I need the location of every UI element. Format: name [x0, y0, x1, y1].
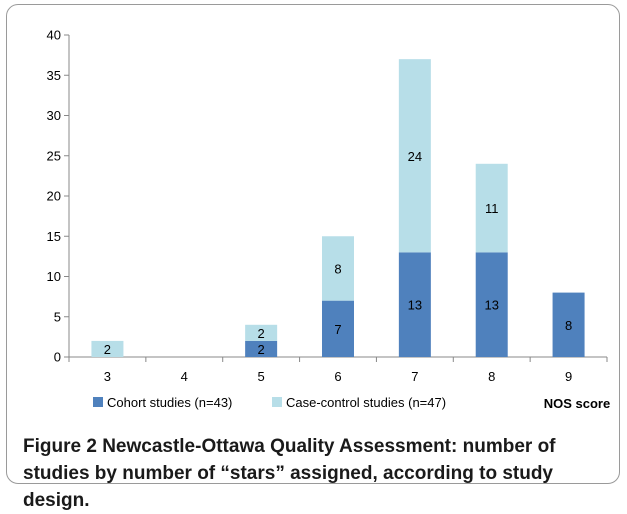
bar-segment	[245, 324, 278, 341]
legend-label: Cohort studies (n=43)	[107, 395, 232, 410]
data-label: 2	[104, 342, 111, 357]
legend: Cohort studies (n=43) Case-control studie…	[93, 395, 446, 410]
bar-segment	[91, 340, 124, 357]
data-label: 7	[334, 322, 341, 337]
bar-segment	[475, 252, 508, 357]
data-label: 24	[408, 149, 422, 164]
figure-caption: Figure 2 Newcastle-Ottawa Quality Assess…	[23, 433, 623, 514]
bar-segment	[475, 163, 508, 253]
x-tick-label: 7	[411, 369, 418, 384]
legend-swatch	[272, 397, 282, 407]
y-axis: 0 5 10 15 20 25 30 35 40	[47, 28, 70, 365]
bar-segment	[398, 252, 431, 357]
y-tick-label: 35	[47, 68, 61, 83]
x-axis: 3 4 5 6 7 8 9	[68, 356, 608, 384]
bar-segment	[322, 300, 354, 357]
bar-segment	[552, 292, 585, 357]
caption-text: Newcastle-Ottawa Quality Assessment: num…	[23, 436, 556, 511]
caption-label: Figure 2	[23, 436, 97, 457]
data-label: 11	[485, 201, 499, 216]
y-tick-label: 0	[54, 350, 61, 365]
x-tick-label: 9	[565, 369, 572, 384]
bar-segment	[245, 340, 278, 357]
x-tick-label: 3	[104, 369, 111, 384]
y-tick-label: 10	[47, 269, 61, 284]
data-label: 8	[565, 318, 572, 333]
data-label: 8	[334, 261, 341, 276]
bar-series	[91, 59, 585, 357]
data-label: 2	[258, 342, 265, 357]
y-tick-label: 40	[47, 28, 61, 43]
data-label: 2	[258, 326, 265, 341]
x-tick-label: 4	[181, 369, 188, 384]
y-tick-label: 15	[47, 229, 61, 244]
x-tick-label: 8	[488, 369, 495, 384]
bar-segment	[322, 236, 354, 301]
y-tick-label: 20	[47, 189, 61, 204]
data-label: 13	[408, 298, 422, 313]
legend-swatch	[93, 397, 103, 407]
x-axis-title: NOS score	[544, 396, 610, 411]
x-tick-label: 6	[334, 369, 341, 384]
bar-segment	[398, 59, 431, 253]
y-tick-label: 25	[47, 148, 61, 163]
x-tick-label: 5	[258, 369, 265, 384]
data-label: 13	[484, 298, 498, 313]
legend-label: Case-control studies (n=47)	[286, 395, 446, 410]
y-tick-label: 30	[47, 108, 61, 123]
y-tick-label: 5	[54, 309, 61, 324]
